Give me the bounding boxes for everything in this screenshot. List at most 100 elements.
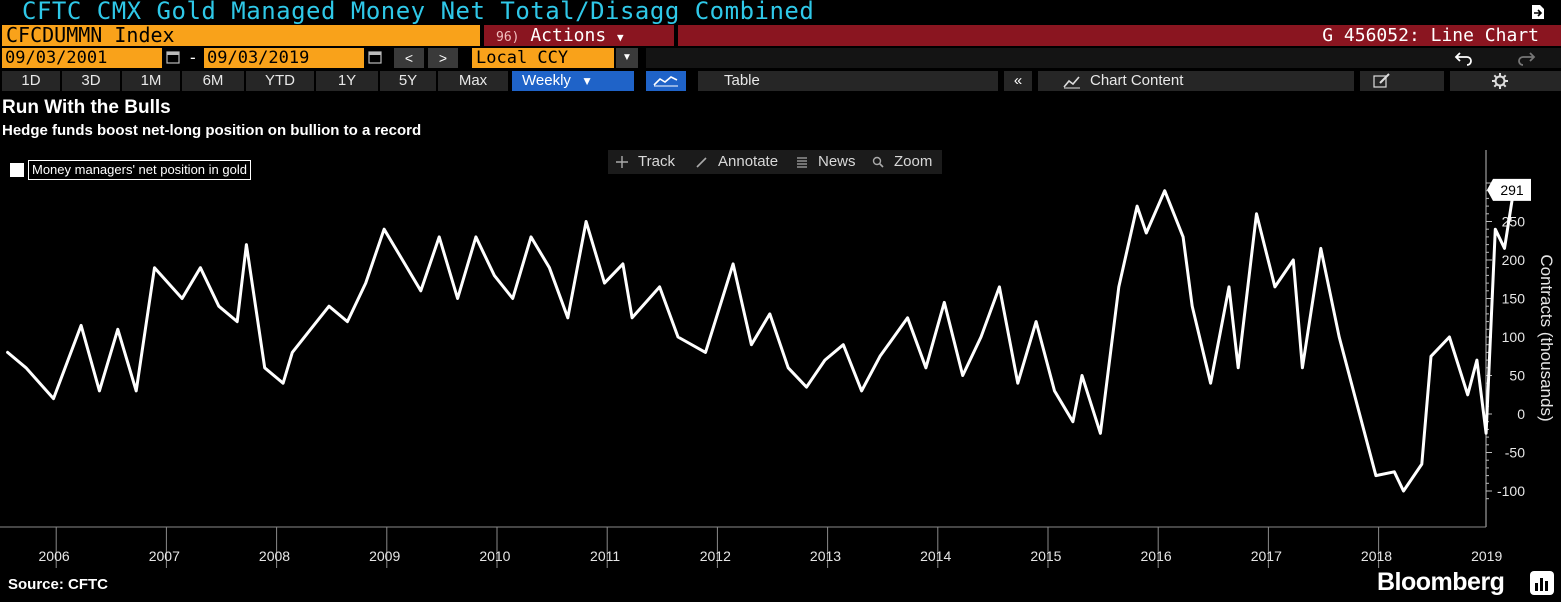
zoom-label: Zoom (894, 153, 933, 170)
range-button-1m[interactable]: 1M (122, 71, 180, 91)
collapse-button[interactable]: « (1004, 71, 1032, 91)
source-note: Source: CFTC (8, 576, 109, 593)
frequency-label: Weekly (522, 72, 571, 89)
table-button[interactable]: Table (698, 71, 998, 91)
currency-input[interactable]: Local CCY (472, 48, 614, 68)
redo-icon[interactable] (1516, 50, 1536, 66)
actions-menu-button[interactable]: 96) Actions ▼ (484, 25, 674, 46)
calendar-icon[interactable] (368, 50, 382, 64)
annotate-button[interactable]: Annotate (696, 150, 778, 174)
series-point (1448, 336, 1450, 338)
series-point (622, 263, 624, 265)
series-point (1017, 382, 1019, 384)
series-point (1072, 421, 1074, 423)
y-tick-label: 50 (1509, 368, 1525, 384)
range-button-1d[interactable]: 1D (2, 71, 60, 91)
series-point (1393, 471, 1395, 473)
range-button-5y[interactable]: 5Y (380, 71, 436, 91)
range-button-1y[interactable]: 1Y (316, 71, 378, 91)
chart-toolbar: 1D 3D 1M 6M YTD 1Y 5Y Max Weekly ▼ Table… (0, 69, 1561, 92)
y-tick-label: 250 (1502, 214, 1526, 230)
undo-icon[interactable] (1454, 50, 1474, 66)
series-point (346, 321, 348, 323)
series-point (135, 390, 137, 392)
crosshair-icon (616, 156, 628, 168)
x-tick-label: 2011 (590, 548, 620, 564)
range-button-max[interactable]: Max (438, 71, 508, 91)
pencil-icon (696, 157, 707, 168)
x-tick-label: 2012 (700, 548, 731, 564)
magnifier-icon (872, 156, 884, 168)
chart-subtitle: Hedge funds boost net-long position on b… (2, 122, 422, 139)
start-date-input[interactable]: 09/03/2001 (2, 48, 162, 68)
series-point (1255, 213, 1258, 215)
series-point (567, 317, 569, 319)
series-point (7, 351, 9, 353)
y-tick-label: 0 (1517, 406, 1525, 422)
series-point (824, 359, 826, 361)
annotate-label: Annotate (718, 153, 779, 170)
series-point (861, 390, 863, 392)
series-point (1292, 259, 1294, 261)
x-tick-label: 2014 (920, 548, 951, 564)
series-line[interactable] (6, 188, 1516, 493)
line-chart-button[interactable] (646, 71, 686, 91)
series-point (907, 317, 909, 319)
chevron-down-icon[interactable]: ▼ (616, 48, 638, 68)
series-point (1503, 247, 1506, 249)
range-button-6m[interactable]: 6M (182, 71, 244, 91)
series-point (1182, 236, 1184, 238)
series-point (631, 317, 633, 319)
series-point (1035, 321, 1037, 323)
series-point (1191, 305, 1193, 307)
series-point (1118, 286, 1120, 288)
series-point (1356, 405, 1359, 407)
series-point (181, 297, 183, 300)
news-label: News (818, 153, 856, 170)
track-label: Track (638, 153, 675, 170)
frequency-dropdown[interactable]: Weekly ▼ (512, 71, 634, 91)
chart-id-bar: G 456052: Line Chart (678, 25, 1561, 46)
chart-content-label: Chart Content (1090, 72, 1184, 89)
range-button-3d[interactable]: 3D (62, 71, 120, 91)
calendar-icon[interactable] (166, 50, 180, 64)
series-point (264, 367, 266, 369)
series-point (420, 290, 422, 292)
x-tick-label: 2017 (1251, 548, 1282, 564)
actions-label: Actions (530, 25, 607, 46)
history-bar (646, 48, 1561, 68)
series-point (1228, 286, 1230, 288)
series-point (1136, 205, 1138, 207)
series-point (998, 286, 1001, 288)
range-button-ytd[interactable]: YTD (246, 71, 314, 91)
series-point (493, 274, 495, 276)
series-point (438, 236, 440, 238)
end-date-input[interactable]: 09/03/2019 (204, 48, 364, 68)
series-point (1402, 490, 1405, 492)
zoom-button[interactable]: Zoom (872, 150, 932, 174)
settings-button[interactable] (1450, 71, 1561, 91)
news-button[interactable]: News (796, 150, 856, 174)
chart-content-button[interactable]: Chart Content (1038, 71, 1354, 91)
series-point (1145, 232, 1147, 234)
series-point (1210, 382, 1212, 384)
next-period-button[interactable]: > (428, 48, 458, 68)
x-tick-label: 2010 (479, 548, 510, 564)
series-point (1081, 374, 1083, 377)
track-button[interactable]: Track (616, 150, 675, 174)
series-point (1494, 228, 1496, 230)
edit-button[interactable] (1360, 71, 1444, 91)
series-point (1053, 390, 1056, 392)
series-point (245, 244, 247, 246)
export-icon[interactable] (1529, 3, 1547, 21)
chart-title: Run With the Bulls (2, 97, 171, 118)
series-point (291, 351, 293, 353)
series-point (1274, 286, 1276, 288)
series-point (1320, 247, 1322, 249)
legend-swatch (10, 163, 24, 177)
title-bar: CFTC CMX Gold Managed Money Net Total/Di… (0, 0, 1561, 25)
x-tick-label: 2008 (259, 548, 290, 564)
previous-period-button[interactable]: < (394, 48, 424, 68)
ticker-input[interactable]: CFCDUMMN Index (2, 25, 480, 46)
